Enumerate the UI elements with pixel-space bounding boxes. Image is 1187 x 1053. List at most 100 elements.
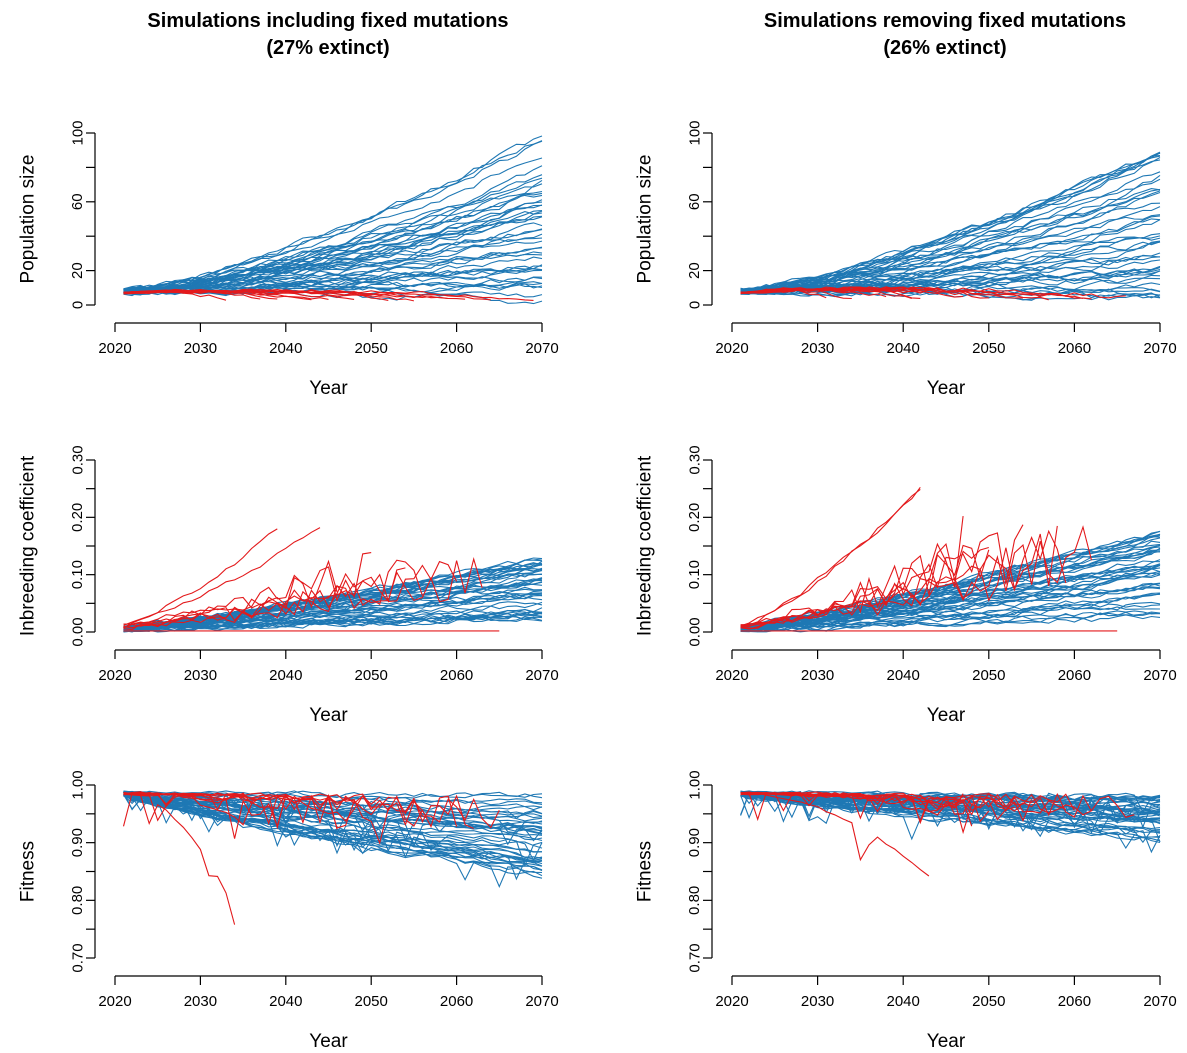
y-tick-label: 1.00 [69, 770, 86, 799]
extinct-trajectory [123, 528, 278, 629]
y-tick-label: 0.80 [686, 886, 703, 915]
surviving-trajectory [123, 593, 543, 631]
surviving-trajectory [740, 157, 1161, 291]
x-tick-label: 2030 [801, 993, 834, 1010]
y-tick-label: 0.00 [686, 617, 703, 646]
y-tick-label: 0.30 [686, 445, 703, 474]
surviving-trajectory [123, 793, 543, 863]
extinct-trajectory [123, 289, 534, 301]
axes: 2020 2030 2040 2050 2060 2070 0.00 0.10 0.20 0.30… [18, 445, 559, 726]
column-title-right-line1: Simulations removing fixed mutations [764, 10, 1126, 32]
x-tick-label: 2070 [1143, 340, 1176, 357]
surviving-trajectory [740, 287, 1161, 301]
surviving-trajectory [123, 793, 543, 864]
x-axis-title: Year [927, 1031, 966, 1052]
surviving-trajectory [123, 140, 543, 290]
y-tick-label: 0 [686, 301, 703, 309]
surviving-trajectory [123, 614, 543, 633]
x-tick-label: 2030 [184, 993, 217, 1010]
extinct-trajectory [740, 529, 1067, 630]
surviving-trajectory [123, 265, 543, 295]
column-title-left-line1: Simulations including fixed mutations [147, 10, 508, 32]
extinct-trajectory [123, 792, 236, 925]
extinct-trajectory [740, 286, 1126, 299]
panel-population-size-0: 2020 2030 2040 2050 2060 207002060100YearPopu… [18, 120, 559, 399]
x-tick-label: 2050 [972, 667, 1005, 684]
extinct-trajectory [740, 488, 921, 627]
x-tick-label: 2060 [440, 340, 473, 357]
y-tick-label: 0.90 [69, 828, 86, 857]
surviving-trajectory [740, 560, 1161, 630]
y-tick-label: 0 [69, 301, 86, 309]
surviving-trajectory [123, 611, 543, 633]
simulation-lines [740, 486, 1161, 633]
surviving-trajectory [123, 194, 543, 292]
panel-fitness-0: 2020 2030 2040 2050 2060 2070 0.70 0.80 0.90 1.00… [18, 770, 559, 1052]
surviving-trajectory [740, 215, 1161, 293]
extinct-trajectory [740, 791, 1092, 818]
x-tick-label: 2030 [184, 340, 217, 357]
extinct-trajectory [740, 525, 1093, 627]
simulation-lines [123, 135, 543, 305]
simulation-lines [123, 527, 543, 633]
surviving-trajectory [740, 241, 1161, 295]
x-tick-label: 2050 [355, 667, 388, 684]
y-tick-label: 20 [686, 262, 703, 279]
simulation-lines [122, 790, 543, 925]
x-tick-label: 2030 [184, 667, 217, 684]
surviving-trajectory [123, 157, 543, 292]
y-tick-label: 0.30 [69, 445, 86, 474]
y-tick-label: 20 [69, 262, 86, 279]
x-tick-label: 2050 [972, 340, 1005, 357]
x-tick-label: 2030 [801, 340, 834, 357]
x-axis-title: Year [309, 705, 348, 726]
y-tick-label: 0.80 [69, 886, 86, 915]
x-tick-label: 2060 [440, 993, 473, 1010]
extinct-trajectory [123, 527, 321, 626]
x-tick-label: 2070 [525, 993, 558, 1010]
y-axis-title: Inbreeding coefficient [635, 455, 656, 636]
y-tick-label: 0.20 [69, 503, 86, 532]
extinct-trajectory [740, 544, 990, 628]
x-tick-label: 2070 [1143, 993, 1176, 1010]
x-tick-label: 2040 [887, 667, 920, 684]
y-axis-title: Population size [635, 155, 656, 284]
x-tick-label: 2050 [355, 340, 388, 357]
surviving-trajectory [123, 282, 543, 295]
extinct-trajectory [740, 792, 930, 877]
surviving-trajectory [740, 237, 1161, 292]
x-tick-label: 2050 [972, 993, 1005, 1010]
x-tick-label: 2070 [1143, 667, 1176, 684]
extinct-trajectory [123, 559, 423, 629]
panel-inbreeding-coefficient-0: 2020 2030 2040 2050 2060 2070 0.00 0.10 0.20 0.30… [18, 445, 559, 726]
simulation-lines [740, 151, 1161, 301]
y-tick-label: 100 [686, 120, 703, 145]
x-tick-label: 2060 [1058, 340, 1091, 357]
extinct-trajectory [123, 792, 500, 829]
panels: 2020 2030 2040 2050 2060 207002060100YearPopu… [18, 120, 1177, 1052]
y-tick-label: 0.70 [686, 943, 703, 972]
x-tick-label: 2020 [98, 667, 131, 684]
panel-inbreeding-coefficient-1: 2020 2030 2040 2050 2060 2070 0.00 0.10 0.20 0.30… [635, 445, 1177, 726]
simulation-lines [740, 790, 1161, 877]
x-tick-label: 2020 [715, 340, 748, 357]
surviving-trajectory [740, 603, 1161, 631]
axes: 2020 2030 2040 2050 2060 2070 0.00 0.10 0.20 0.30… [635, 445, 1177, 726]
x-tick-label: 2040 [887, 993, 920, 1010]
x-tick-label: 2020 [98, 993, 131, 1010]
surviving-trajectory [740, 572, 1161, 629]
extinct-trajectory [740, 525, 1058, 628]
x-tick-label: 2070 [525, 340, 558, 357]
x-tick-label: 2020 [98, 340, 131, 357]
surviving-trajectory [740, 202, 1161, 291]
x-tick-label: 2030 [801, 667, 834, 684]
surviving-trajectory [123, 209, 543, 292]
surviving-trajectory [123, 794, 543, 834]
x-tick-label: 2040 [269, 340, 302, 357]
x-tick-label: 2060 [1058, 993, 1091, 1010]
surviving-trajectory [740, 171, 1161, 293]
surviving-trajectory [740, 593, 1161, 631]
surviving-trajectory [123, 179, 543, 295]
surviving-trajectory [123, 794, 543, 874]
